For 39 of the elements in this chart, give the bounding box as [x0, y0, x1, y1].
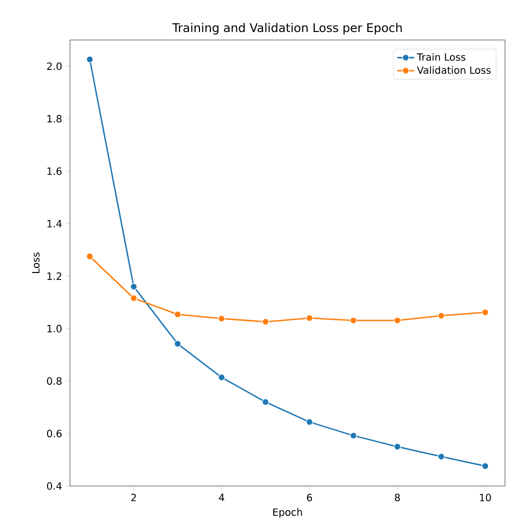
point	[262, 318, 270, 326]
y-tick-label: 0.8	[47, 377, 62, 385]
point	[482, 462, 489, 470]
x-tick-label: 2	[131, 494, 136, 502]
y-tick-label: 2.0	[47, 62, 62, 70]
point	[394, 443, 401, 450]
point	[174, 310, 182, 318]
point	[86, 56, 94, 63]
legend-label: Validation Loss	[416, 66, 491, 74]
point	[350, 432, 357, 440]
point	[350, 316, 357, 324]
x-axis-title: Epoch	[273, 508, 302, 518]
x-tick-label: 8	[394, 494, 400, 502]
point	[86, 252, 94, 260]
y-tick-label: 1.0	[47, 324, 62, 332]
point	[218, 374, 226, 381]
point	[394, 316, 401, 324]
point	[306, 418, 313, 426]
y-tick-label: 1.4	[47, 220, 62, 228]
x-tick-label: 4	[218, 494, 224, 502]
y-tick-label: 0.4	[47, 482, 62, 490]
point	[218, 315, 226, 322]
point	[438, 312, 445, 320]
y-tick-label: 1.2	[47, 272, 62, 280]
point	[438, 453, 445, 460]
y-axis-title: Loss	[32, 252, 40, 273]
x-tick-label: 6	[307, 494, 312, 502]
x-tick-label: 10	[480, 494, 491, 502]
point	[482, 308, 489, 316]
point	[174, 340, 182, 348]
y-tick-label: 1.8	[47, 114, 62, 122]
y-tick-label: 0.6	[47, 430, 62, 438]
point	[262, 398, 270, 406]
point	[306, 314, 313, 322]
point	[130, 283, 138, 290]
y-tick-label: 1.6	[47, 167, 62, 175]
legend-label: Train Loss	[416, 53, 466, 61]
chart-title: Training and Validation Loss per Epoch	[172, 22, 402, 34]
point	[130, 294, 138, 302]
